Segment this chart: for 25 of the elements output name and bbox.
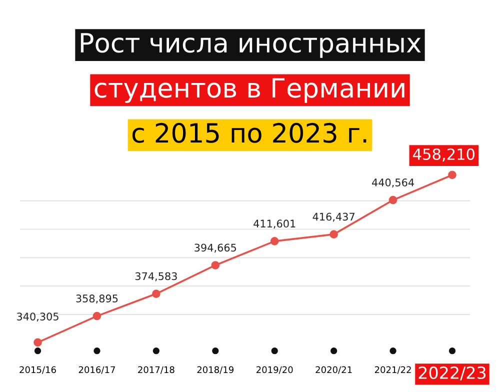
- x-tick-label: 2020/21: [316, 366, 352, 374]
- x-tick-label: 2017/18: [138, 366, 174, 374]
- point: [388, 196, 398, 204]
- data-label: 394,665: [194, 244, 236, 253]
- data-label: 340,305: [17, 312, 58, 322]
- point: [270, 237, 279, 246]
- point: [211, 261, 220, 270]
- point: [92, 312, 102, 320]
- chart-title: Рост числа иностранных студентов в Германии с 2015 по 2023 г.: [80, 33, 421, 143]
- x-tick-label: 2015/16: [20, 366, 56, 374]
- data-label: 358,895: [76, 294, 118, 304]
- x-tick-label: 2018/19: [197, 366, 234, 374]
- point: [330, 230, 338, 238]
- data-label: 411,601: [254, 220, 296, 229]
- point: [152, 290, 160, 298]
- x-tick-label: 2021/22: [374, 366, 411, 374]
- data-label: 374,583: [135, 272, 177, 282]
- x-tick-label: 2022/23: [418, 366, 486, 380]
- x-tick-label: 2019/20: [256, 366, 293, 374]
- data-label: 416,437: [312, 212, 354, 222]
- x-tick-label: 2016/17: [78, 366, 115, 374]
- data-label: 458,210: [413, 148, 474, 162]
- data-label: 440,564: [372, 178, 414, 188]
- point: [34, 338, 42, 347]
- point: [448, 170, 456, 180]
